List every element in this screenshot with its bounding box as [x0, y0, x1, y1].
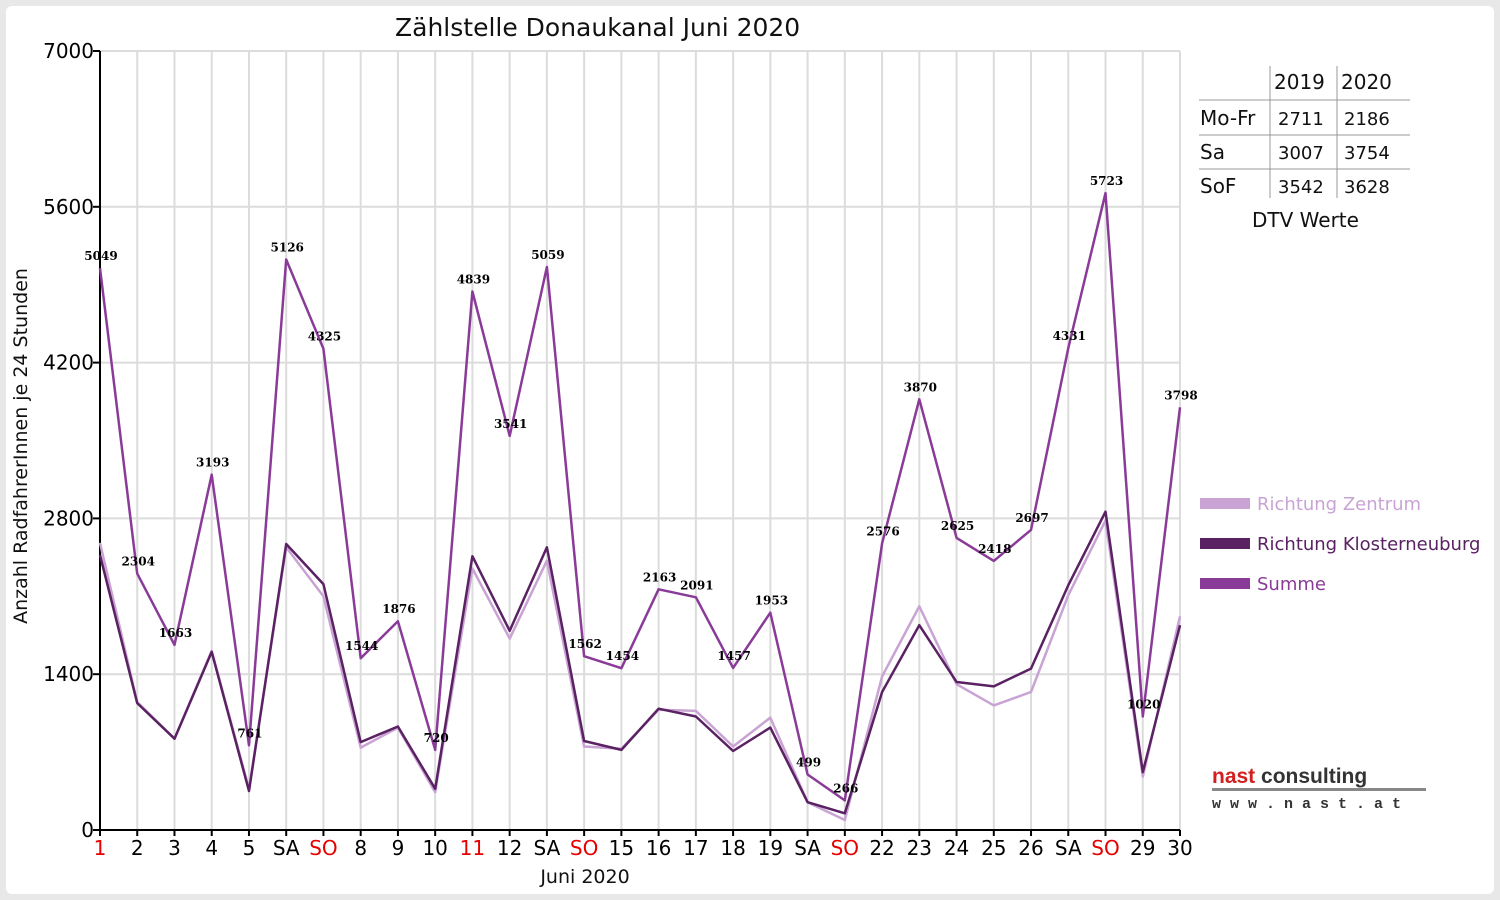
logo-wordmark: nast consulting	[1212, 765, 1367, 788]
legend-swatch-1	[1200, 538, 1250, 549]
table-cell-2019: 3007	[1278, 143, 1324, 164]
data-label: 1544	[345, 639, 378, 653]
legend-swatch-0	[1200, 498, 1250, 509]
data-label: 4839	[457, 272, 490, 286]
table-cell-2019: 2711	[1278, 109, 1324, 130]
data-label: 1953	[755, 594, 788, 608]
data-label: 1020	[1127, 697, 1160, 711]
x-tick-label: 30	[1167, 836, 1192, 860]
data-label: 266	[833, 781, 858, 795]
data-label: 761	[237, 726, 262, 740]
x-tick-label: 1	[94, 836, 107, 860]
x-tick-label: SA	[534, 836, 561, 860]
data-label: 2576	[866, 524, 899, 538]
table-header-2020: 2020	[1341, 70, 1392, 94]
data-label: 3870	[904, 380, 937, 394]
x-tick-label: 22	[869, 836, 894, 860]
chart-panel: 0 1400 2800 4200 5600 7000 1 2 3 4 5 SA SO 8 9 10 11 12 SA…	[6, 6, 1494, 894]
x-tick-label: 15	[609, 836, 634, 860]
data-label: 3798	[1164, 388, 1197, 402]
x-tick-label: 5	[243, 836, 256, 860]
data-label: 1454	[606, 649, 639, 663]
x-tick-label: SO	[831, 836, 859, 860]
table-cell-2020: 3628	[1344, 177, 1390, 198]
data-label: 5126	[271, 241, 304, 255]
chart-title: Zählstelle Donaukanal Juni 2020	[395, 13, 800, 42]
series-line-2	[98, 191, 1182, 802]
data-label: 2163	[643, 570, 676, 584]
x-tick-label: 4	[205, 836, 218, 860]
data-label: 3541	[494, 417, 527, 431]
x-axis-title: Juni 2020	[539, 866, 629, 888]
legend-label-0: Richtung Zentrum	[1257, 494, 1421, 515]
data-label: 5059	[531, 248, 564, 262]
x-tick-label: 17	[683, 836, 708, 860]
x-tick-label: 2	[131, 836, 144, 860]
table-cell-2020: 3754	[1344, 143, 1390, 164]
x-tick-label: SO	[570, 836, 598, 860]
table-row-label: Sa	[1200, 140, 1225, 164]
data-label: 3193	[196, 456, 229, 470]
table-header-2019: 2019	[1274, 70, 1325, 94]
logo-graphic: nast consulting w w w . n a s t . a t	[1212, 765, 1426, 813]
y-tick-label: 7000	[43, 39, 94, 63]
data-label: 2697	[1015, 511, 1048, 525]
legend-swatch-2	[1200, 578, 1250, 589]
x-tick-label: 9	[392, 836, 405, 860]
x-tick-label: 16	[646, 836, 671, 860]
data-label: 2418	[978, 542, 1011, 556]
x-tick-label: SA	[794, 836, 821, 860]
x-tick-label: 18	[720, 836, 745, 860]
x-tick-label: 19	[758, 836, 783, 860]
data-label: 5723	[1090, 174, 1123, 188]
legend-label-1: Richtung Klosterneuburg	[1257, 534, 1480, 555]
x-tick-label: 10	[422, 836, 447, 860]
series-line-1	[98, 510, 1182, 815]
x-tick-label: SO	[1091, 836, 1119, 860]
y-tick-label: 2800	[43, 506, 94, 530]
x-tick-label: SA	[273, 836, 300, 860]
logo-url: w w w . n a s t . a t	[1212, 796, 1401, 813]
data-label: 1562	[568, 637, 601, 651]
nast-consulting-logo: nast consulting w w w . n a s t . a t	[1200, 750, 1443, 825]
table-row-label: Mo-Fr	[1200, 106, 1256, 130]
data-label: 2304	[122, 555, 155, 569]
data-label: 2091	[680, 578, 713, 592]
x-tick-label: 3	[168, 836, 181, 860]
y-tick-label: 5600	[43, 195, 94, 219]
table-caption: DTV Werte	[1252, 208, 1359, 232]
x-tick-label: 26	[1018, 836, 1043, 860]
data-label: 1663	[159, 626, 192, 640]
data-label: 4331	[1053, 329, 1086, 343]
y-tick-label: 0	[81, 818, 94, 842]
data-label: 5049	[84, 249, 117, 263]
y-tick-label: 4200	[43, 351, 94, 375]
data-label: 720	[424, 731, 449, 745]
data-label: 499	[796, 755, 821, 769]
y-tick-label: 1400	[43, 662, 94, 686]
x-tick-label: 12	[497, 836, 522, 860]
x-tick-label: 25	[981, 836, 1006, 860]
table-cell-2019: 3542	[1278, 177, 1324, 198]
x-tick-label: 11	[460, 836, 485, 860]
x-tick-label: 24	[944, 836, 969, 860]
legend-label-2: Summe	[1257, 574, 1326, 595]
data-label: 4325	[308, 330, 341, 344]
x-tick-label: 29	[1130, 836, 1155, 860]
x-tick-label: SO	[309, 836, 337, 860]
x-tick-label: SA	[1055, 836, 1082, 860]
data-label: 1876	[382, 602, 415, 616]
table-row-label: SoF	[1200, 174, 1236, 198]
x-tick-label: 8	[354, 836, 367, 860]
data-label: 2625	[941, 519, 974, 533]
logo-rule	[1212, 788, 1426, 791]
y-axis-title: Anzahl RadfahrerInnen je 24 Stunden	[10, 268, 32, 624]
data-label: 1457	[717, 649, 750, 663]
x-tick-label: 23	[907, 836, 932, 860]
table-cell-2020: 2186	[1344, 109, 1390, 130]
